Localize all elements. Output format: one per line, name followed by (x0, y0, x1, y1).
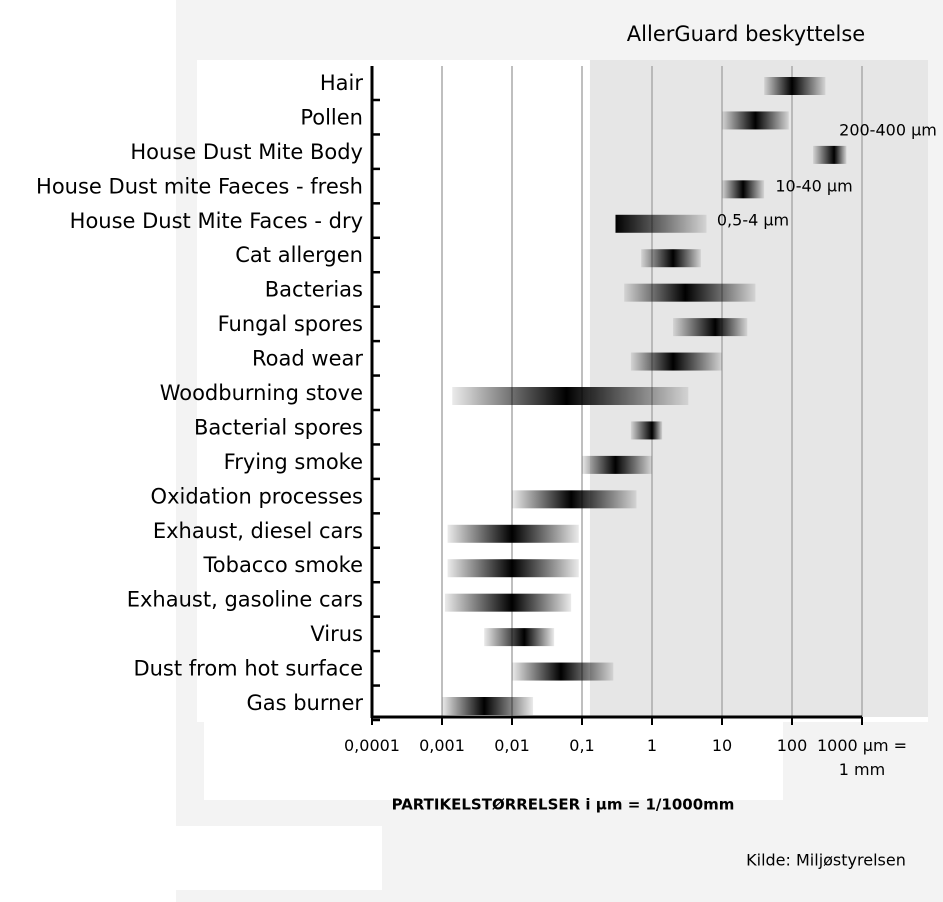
x-tick-label: 1 (646, 736, 658, 755)
range-bar (673, 318, 748, 337)
range-bar (484, 628, 555, 647)
range-bar (630, 421, 663, 440)
category-label: Road wear (252, 347, 363, 371)
range-bar (624, 283, 756, 302)
category-label: Exhaust, gasoline cars (127, 588, 363, 612)
source: Kilde: Miljøstyrelsen (746, 851, 906, 870)
range-bar (447, 524, 579, 543)
annotation: 10-40 µm (775, 177, 852, 196)
category-label: Hair (320, 71, 363, 95)
x-tick-label: 0,1 (569, 736, 595, 755)
range-bar (512, 662, 614, 681)
range-bar (442, 697, 534, 715)
range-bar (722, 111, 789, 130)
category-label: Pollen (300, 105, 363, 129)
category-label: Tobacco smoke (203, 553, 364, 577)
range-bar (641, 249, 701, 268)
range-bar (447, 559, 579, 578)
category-label: House Dust mite Faeces - fresh (36, 174, 363, 198)
annotation: 0,5-4 µm (717, 211, 789, 230)
range-bar (813, 145, 847, 164)
category-label: Bacterias (265, 278, 363, 302)
x-tick-label: 100 (776, 736, 808, 755)
blank-panel (176, 826, 382, 890)
annotation: 200-400 µm (839, 121, 937, 140)
x-tick-label: 1000 µm = 1 mm (816, 736, 908, 779)
range-bar (452, 387, 689, 405)
category-label: Fungal spores (218, 312, 363, 336)
range-bar (630, 352, 722, 371)
range-bar (764, 77, 826, 95)
range-bar (615, 214, 707, 233)
range-bar (444, 593, 572, 612)
category-label: House Dust Mite Body (130, 140, 363, 164)
category-label: Virus (310, 622, 363, 646)
range-bar (512, 490, 637, 509)
x-tick-label: 10 (711, 736, 733, 755)
category-label: House Dust Mite Faces - dry (70, 209, 363, 233)
category-label: Dust from hot surface (133, 657, 363, 681)
category-label: Oxidation processes (151, 484, 363, 508)
x-axis-label: PARTIKELSTØRRELSER i µm = 1/1000mm (392, 796, 735, 814)
chart-title: AllerGuard beskyttelse (627, 22, 865, 46)
category-label: Frying smoke (224, 450, 363, 474)
x-tick-label: 0,0001 (344, 736, 400, 755)
x-tick-label: 0,001 (419, 736, 465, 755)
range-bar (582, 455, 652, 474)
range-bar (722, 180, 765, 199)
category-label: Gas burner (246, 691, 363, 715)
x-tick-label: 0,01 (494, 736, 530, 755)
category-label: Bacterial spores (194, 415, 363, 439)
category-label: Exhaust, diesel cars (153, 519, 363, 543)
category-label: Cat allergen (235, 243, 363, 267)
axis-background (204, 722, 783, 800)
category-label: Woodburning stove (160, 381, 363, 405)
